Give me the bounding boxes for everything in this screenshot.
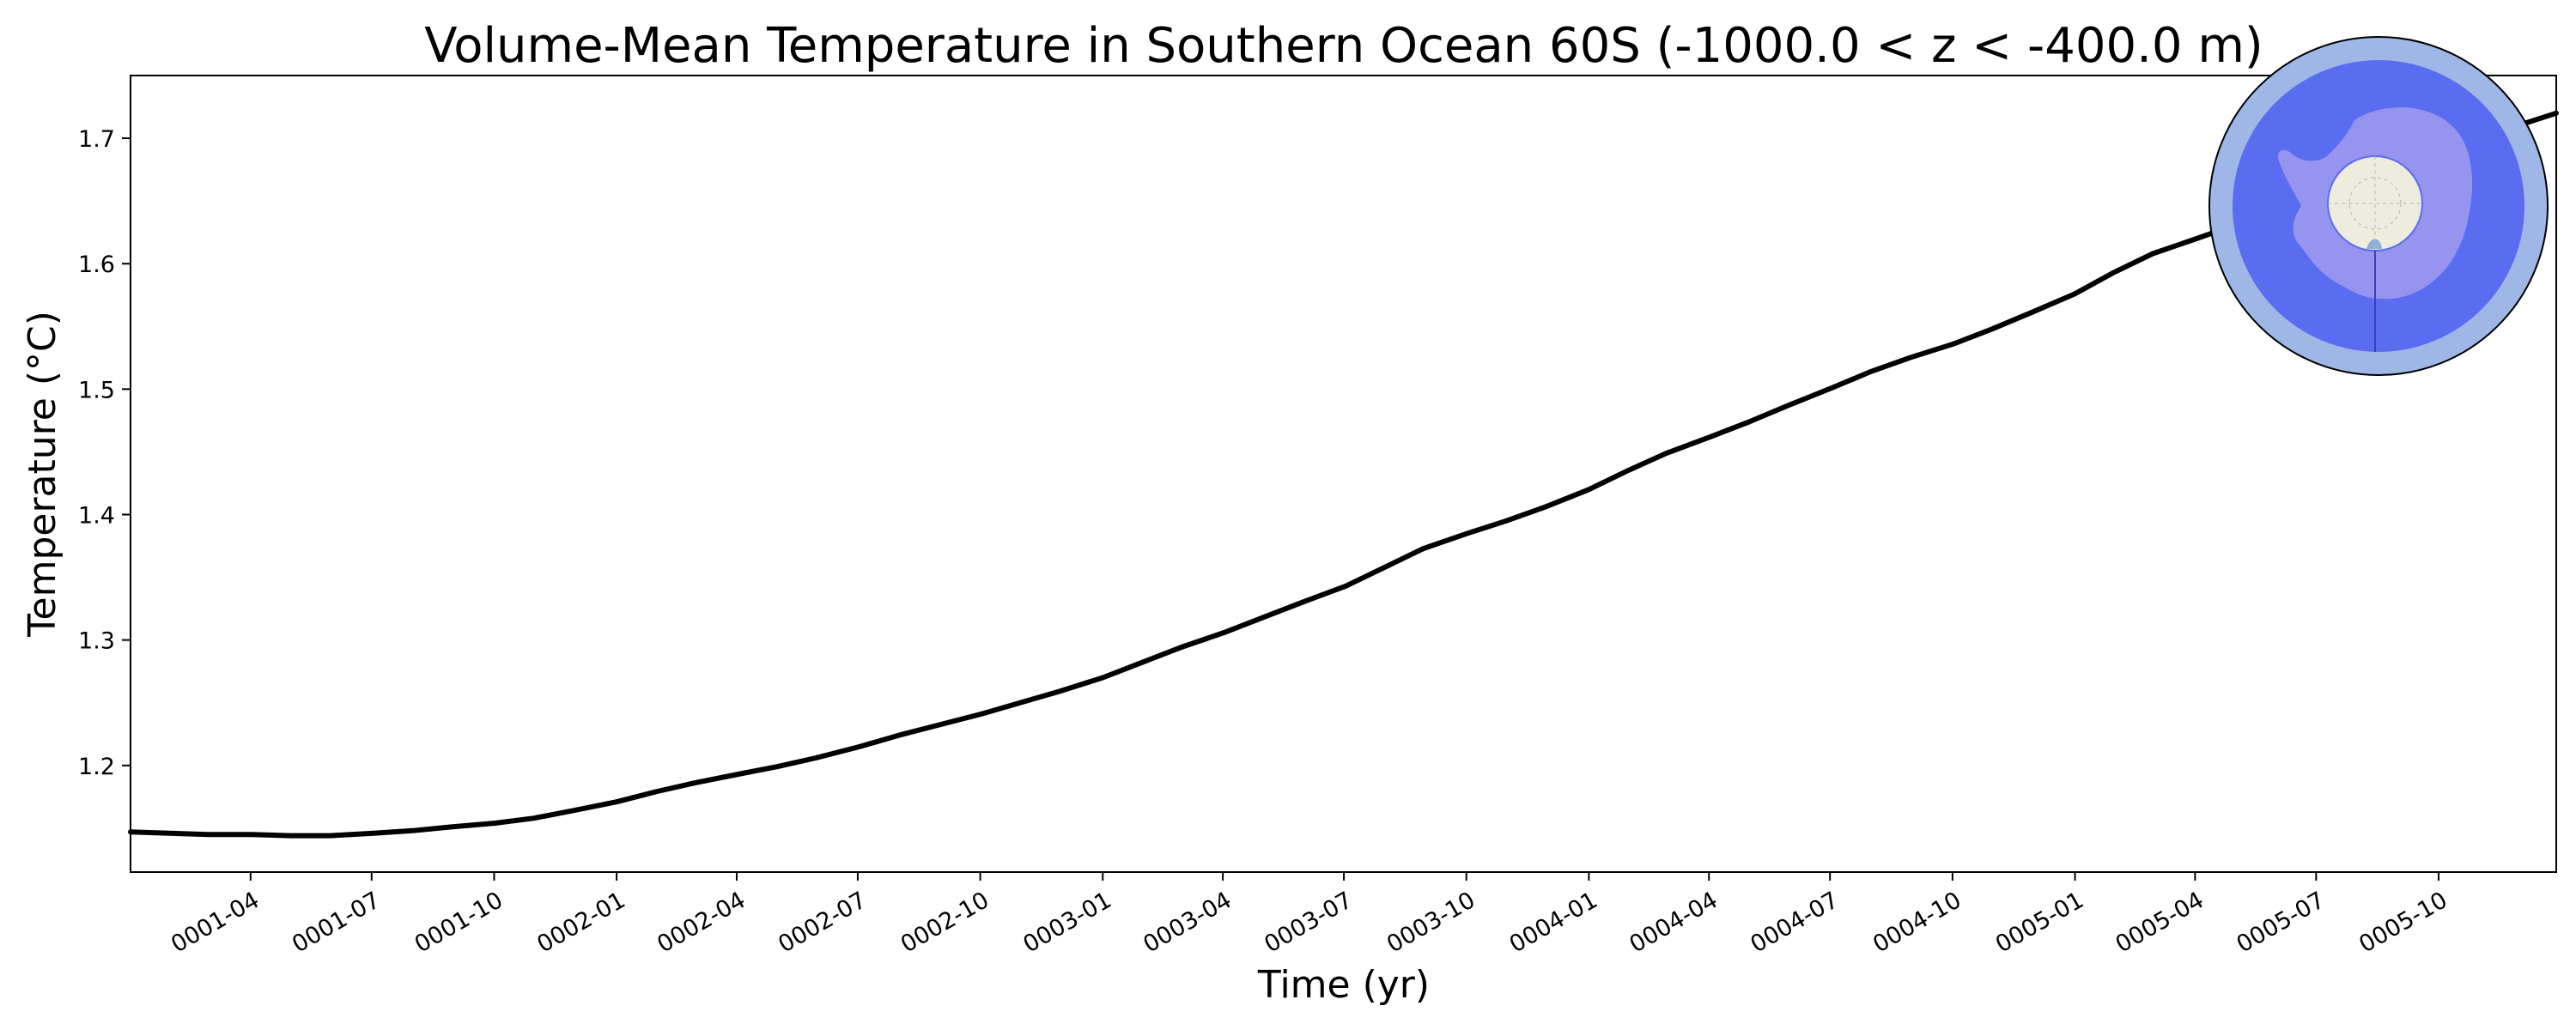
x-tick-label: 0002-07 — [774, 887, 871, 958]
x-tick-label: 0002-04 — [653, 887, 750, 958]
x-axis-label: Time (yr) — [1257, 963, 1430, 1007]
y-tick-label: 1.6 — [78, 251, 115, 278]
x-tick-label: 0003-10 — [1382, 887, 1479, 958]
x-tick-label: 0004-01 — [1505, 887, 1602, 958]
x-tick-label: 0005-10 — [2354, 887, 2451, 958]
x-tick-label: 0004-10 — [1868, 887, 1965, 958]
x-tick-label: 0005-04 — [2111, 887, 2208, 958]
y-axis-label: Temperature (°C) — [21, 311, 64, 638]
x-tick-label: 0001-10 — [410, 887, 507, 958]
x-tick-label: 0001-07 — [288, 887, 385, 958]
y-tick-label: 1.5 — [78, 377, 115, 403]
x-tick-label: 0003-07 — [1260, 887, 1357, 958]
series-group — [128, 110, 2559, 839]
chart-title: Volume-Mean Temperature in Southern Ocea… — [424, 18, 2263, 74]
y-tick-label: 1.3 — [78, 628, 115, 655]
x-tick-label: 0001-04 — [167, 887, 264, 958]
x-tick-label: 0003-01 — [1019, 887, 1116, 958]
x-tick-label: 0005-01 — [1991, 887, 2088, 958]
x-axis-ticks: 0001-04 0001-07 0001-10 0002-01 0002-04 0002-… — [167, 872, 2451, 958]
map-gridline — [2348, 177, 2402, 230]
inset-map — [2208, 36, 2549, 376]
y-tick-label: 1.4 — [78, 502, 115, 529]
x-tick-label: 0002-10 — [896, 887, 993, 958]
ross-sea-shelf — [2366, 239, 2382, 249]
x-tick-label: 0003-04 — [1139, 887, 1236, 958]
x-tick-label: 0004-07 — [1747, 887, 1844, 958]
x-tick-label: 0002-01 — [532, 887, 629, 958]
y-tick-label: 1.2 — [78, 754, 115, 780]
y-axis-ticks: 1.2 1.3 1.4 1.5 1.6 1.7 — [78, 126, 131, 780]
x-tick-label: 0005-07 — [2233, 887, 2330, 958]
temperature-series-line — [128, 110, 2559, 839]
x-tick-label: 0004-04 — [1625, 887, 1722, 958]
y-tick-label: 1.7 — [78, 126, 115, 153]
plot-frame — [130, 75, 2557, 873]
